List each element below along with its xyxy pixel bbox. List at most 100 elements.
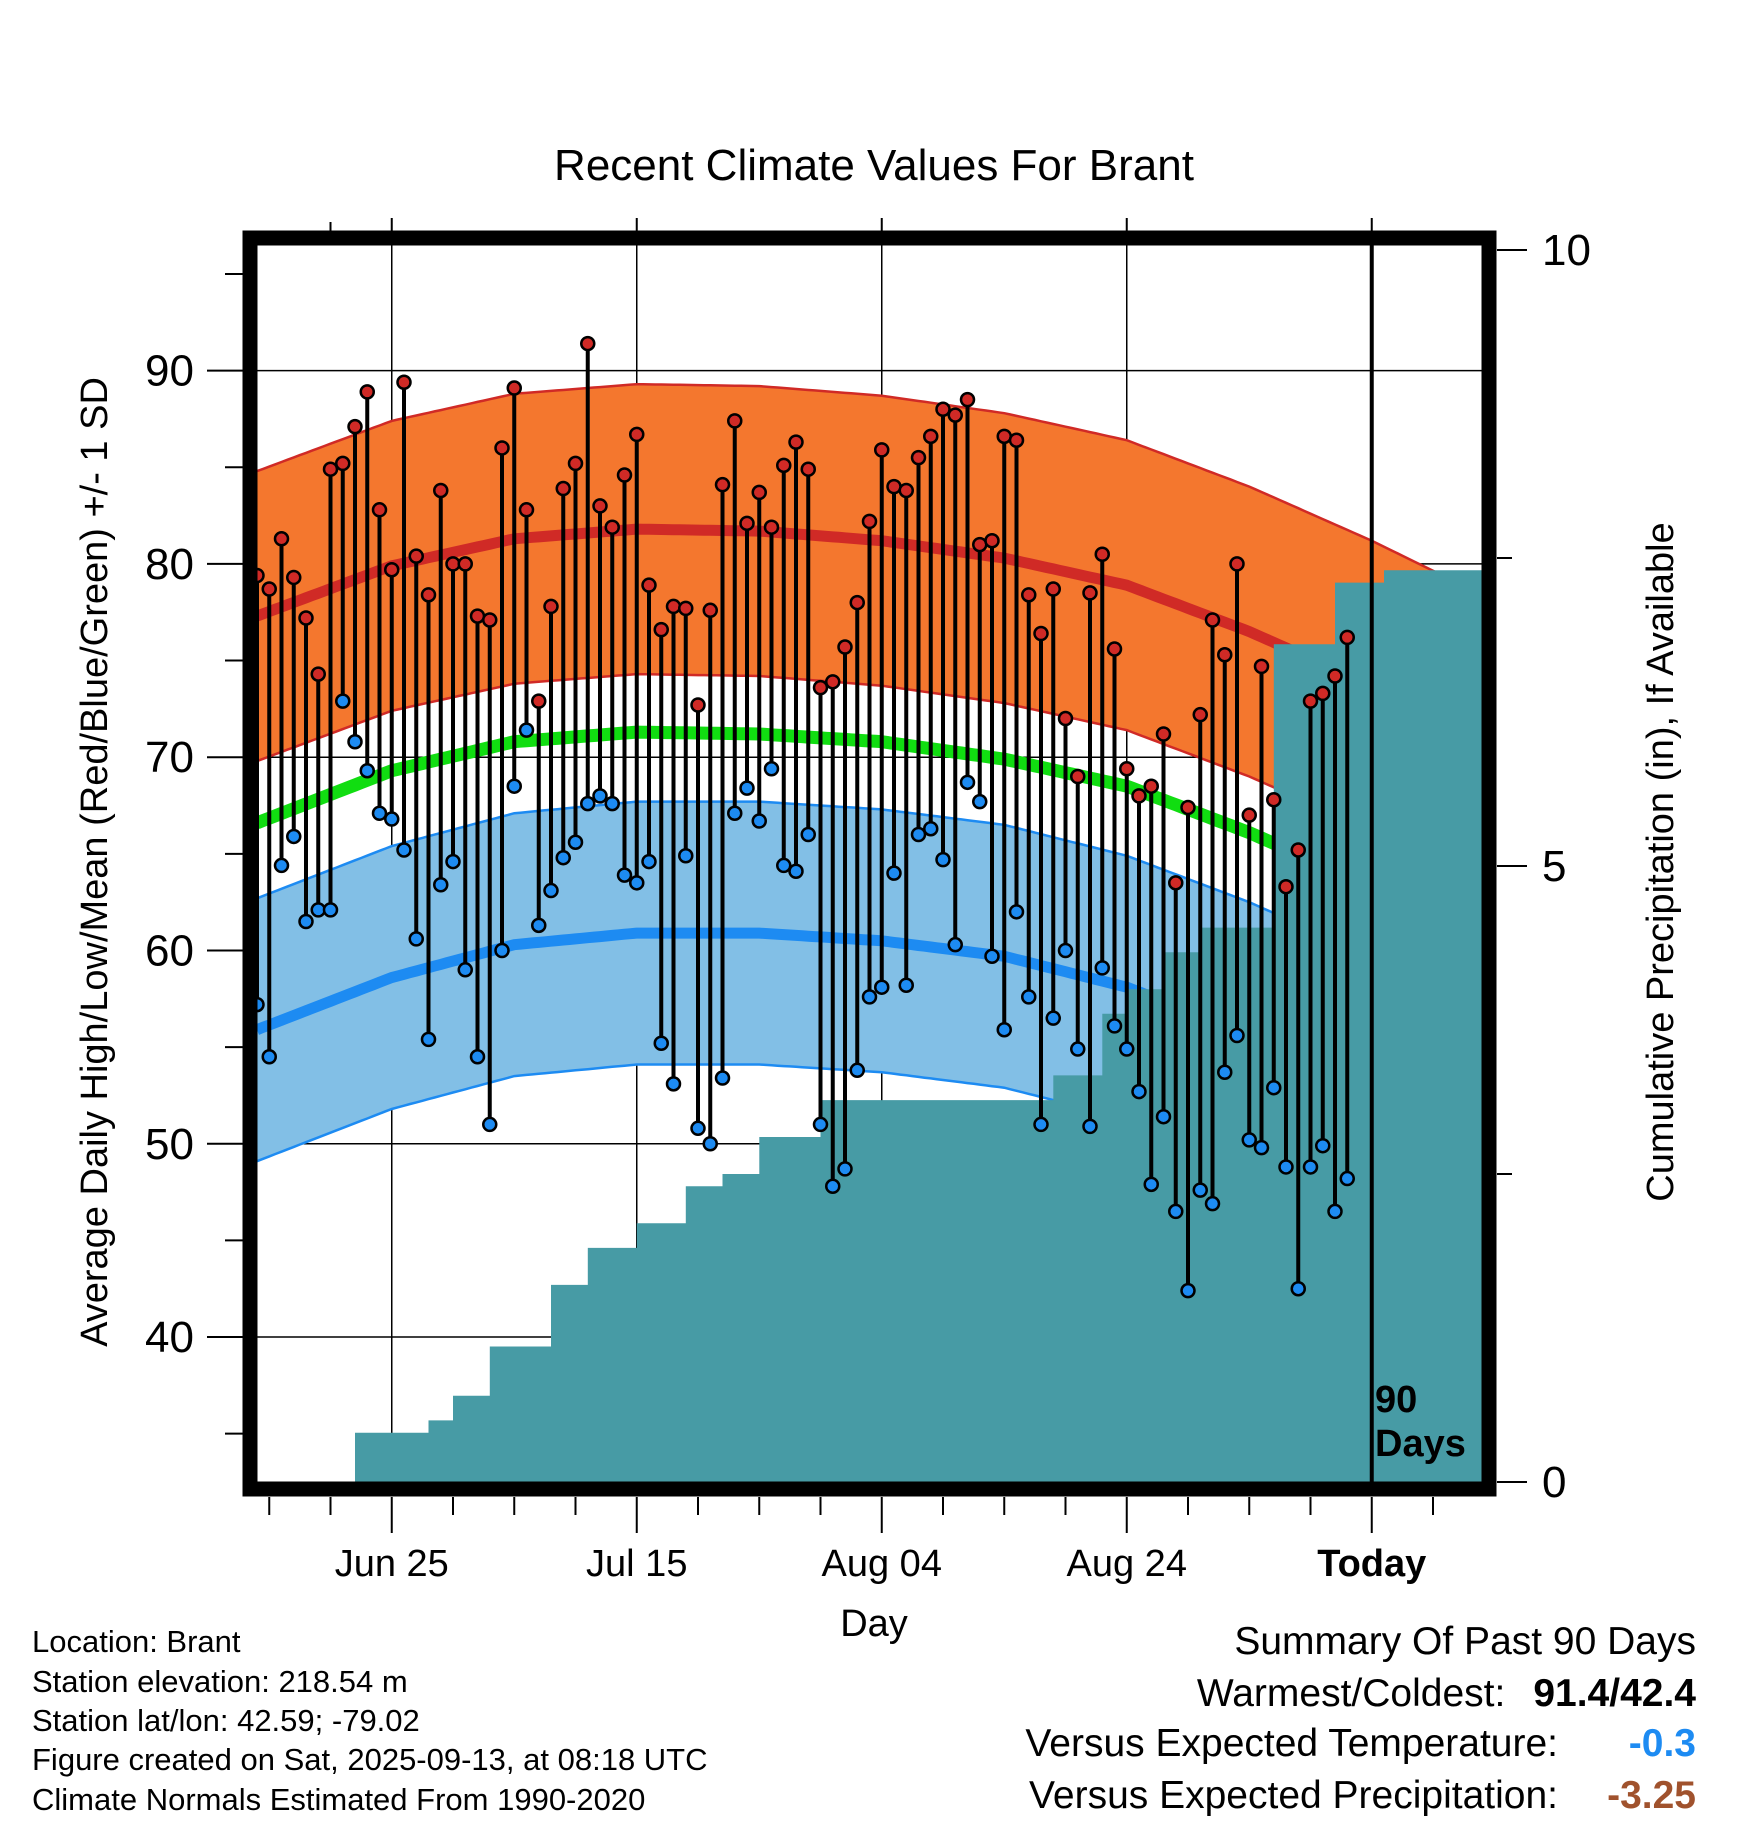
location-text: Location: Brant [32, 1624, 241, 1659]
daily-high-point [543, 598, 559, 615]
x-tick-label: Aug 24 [1067, 1543, 1187, 1585]
daily-low-point [1094, 960, 1110, 976]
daily-high-point [1278, 878, 1294, 895]
daily-low-point [482, 1116, 498, 1133]
daily-high-point [1119, 761, 1135, 777]
daily-high-point [347, 418, 363, 435]
daily-low-point [286, 828, 302, 845]
daily-low-point [874, 979, 890, 995]
temperature-departure-row: Versus Expected Temperature: -0.3 [1025, 1722, 1696, 1766]
daily-high-point [665, 598, 682, 615]
daily-high-point [580, 335, 596, 352]
daily-low-point [825, 1178, 841, 1195]
daily-low-point [641, 853, 657, 870]
daily-low-point [702, 1136, 718, 1152]
daily-low-point [1106, 1018, 1123, 1034]
daily-low-point [322, 902, 339, 918]
warmest-coldest-value: 91.4/42.4 [1533, 1672, 1696, 1715]
daily-low-point [739, 780, 755, 796]
y2-tick-label: 5 [1542, 842, 1566, 891]
daily-low-point [396, 842, 412, 858]
daily-low-point [555, 849, 571, 866]
daily-low-point [678, 848, 694, 864]
x-tick-label: Jun 25 [335, 1543, 449, 1585]
daily-low-point [788, 863, 804, 879]
x-axis-label: Day [840, 1603, 908, 1645]
precipitation-departure-label: Versus Expected Precipitation: [1029, 1774, 1558, 1817]
daily-high-point [1204, 612, 1221, 628]
daily-high-point [959, 391, 976, 408]
daily-high-point [727, 413, 743, 429]
daily-high-point [261, 581, 277, 597]
daily-low-point [800, 826, 816, 843]
daily-high-point [1168, 875, 1184, 891]
daily-low-point [420, 1031, 437, 1048]
daily-high-point [482, 612, 498, 628]
daily-high-point [825, 674, 841, 690]
daily-low-point [1119, 1041, 1135, 1057]
daily-low-point [1057, 942, 1074, 959]
daily-high-point [1302, 693, 1319, 709]
daily-low-point [1241, 1132, 1257, 1148]
y2-tick-label: 10 [1542, 226, 1591, 275]
warmest-coldest-label: Warmest/Coldest: [1196, 1672, 1506, 1715]
chart-title: Recent Climate Values For Brant [554, 141, 1194, 190]
daily-low-point [690, 1120, 706, 1137]
daily-low-point [1229, 1027, 1245, 1044]
y-tick-label: 60 [145, 926, 194, 975]
daily-low-point [408, 931, 424, 947]
daily-high-point [555, 480, 571, 497]
daily-low-point [898, 977, 914, 994]
daily-high-point [935, 401, 951, 418]
daily-high-point [616, 467, 633, 483]
daily-high-point [702, 602, 718, 619]
daily-high-point [1106, 641, 1123, 657]
daily-high-point [837, 639, 853, 655]
daily-high-point [714, 476, 731, 493]
daily-low-point [1008, 904, 1025, 920]
y2-tick-label: 0 [1542, 1458, 1566, 1507]
daily-low-point [629, 875, 645, 891]
daily-high-point [629, 426, 645, 443]
daily-low-point [1253, 1139, 1270, 1156]
daily-high-point [1008, 432, 1025, 448]
daily-low-point [1070, 1041, 1086, 1057]
daily-low-point [910, 826, 927, 843]
daily-high-point [1266, 791, 1282, 808]
daily-low-point [1278, 1159, 1294, 1175]
daily-low-point [861, 989, 878, 1005]
daily-low-point [543, 882, 559, 899]
y-tick-label: 70 [145, 733, 194, 782]
daily-high-point [1155, 726, 1172, 742]
daily-low-point [445, 853, 461, 870]
daily-high-point [1229, 556, 1245, 572]
daily-high-point [788, 434, 804, 450]
daily-high-point [322, 461, 339, 477]
precipitation-departure-value: -3.25 [1607, 1774, 1696, 1817]
daily-high-point [812, 679, 829, 696]
daily-high-point [592, 498, 608, 514]
daily-low-point [506, 778, 522, 794]
elevation-text: Station elevation: 218.54 m [32, 1664, 408, 1699]
normals-text: Climate Normals Estimated From 1990-2020 [32, 1782, 646, 1817]
daily-low-point [592, 788, 608, 804]
cumulative-precip-area [257, 570, 1482, 1482]
daily-low-point [494, 942, 510, 959]
daily-low-point [972, 793, 988, 810]
daily-high-point [690, 697, 706, 713]
daily-high-point [1045, 581, 1061, 597]
temperature-departure-label: Versus Expected Temperature: [1025, 1722, 1558, 1765]
daily-low-point [959, 774, 976, 791]
daily-high-point [359, 384, 375, 400]
daily-low-point [1033, 1116, 1049, 1133]
today-window-label-number: 90 [1375, 1379, 1417, 1421]
daily-low-point [1192, 1182, 1208, 1198]
daily-high-point [776, 457, 792, 474]
daily-low-point [923, 820, 939, 837]
daily-high-point [1327, 668, 1343, 684]
daily-low-point [359, 762, 375, 779]
x-tick-label: Aug 04 [822, 1543, 942, 1585]
daily-low-point [384, 811, 400, 827]
daily-low-point [1021, 989, 1037, 1005]
daily-high-point [371, 502, 388, 518]
